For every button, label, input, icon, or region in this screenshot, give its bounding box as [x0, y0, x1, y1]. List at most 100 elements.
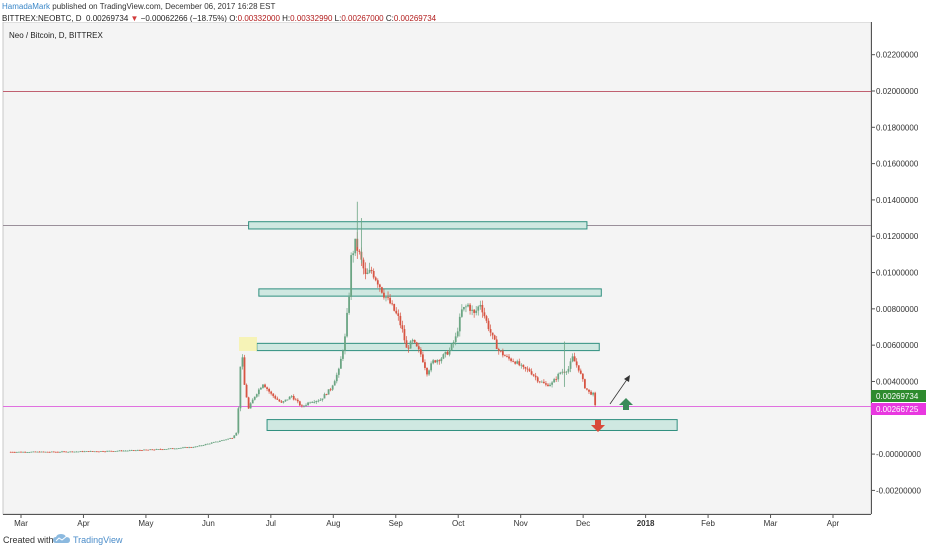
candle-body — [249, 403, 252, 409]
candle-body — [114, 451, 117, 452]
candle-body — [530, 371, 533, 375]
candle-body — [57, 451, 59, 453]
candle-body — [567, 368, 570, 372]
candle-body — [452, 342, 455, 345]
candle-body — [52, 451, 55, 453]
candle-body — [268, 389, 271, 392]
candle-body — [65, 451, 68, 453]
candle-body — [233, 435, 236, 439]
candle-body — [216, 441, 219, 443]
candle-body — [307, 402, 309, 405]
close-label: C: — [385, 14, 394, 23]
trend-arrow-line — [609, 377, 629, 405]
candle-body — [227, 438, 230, 440]
candle-body — [588, 389, 590, 392]
candle-body — [50, 451, 53, 453]
candle-body — [32, 451, 35, 453]
candle-body — [376, 280, 379, 285]
candle-body — [208, 443, 211, 445]
candle-body — [473, 309, 476, 313]
published-text: published on TradingView.com, December 0… — [52, 2, 276, 11]
candle-body — [411, 339, 414, 342]
candle-body — [430, 363, 433, 371]
candle-body — [311, 402, 314, 403]
candle-body — [399, 315, 402, 326]
candle-body — [471, 309, 474, 311]
candle-body — [184, 447, 186, 449]
candle-body — [444, 351, 447, 355]
x-tick-label: Dec — [576, 519, 590, 528]
candle-body — [288, 396, 291, 400]
candle-body — [22, 451, 24, 453]
candle-body — [389, 297, 391, 304]
candle-body — [421, 354, 424, 363]
candle-body — [370, 269, 373, 272]
candle-body — [210, 442, 213, 444]
candle-body — [237, 408, 240, 433]
candle-body — [331, 385, 334, 390]
open-value: 0.00332000 — [237, 14, 280, 23]
candle-body — [456, 331, 459, 337]
candle-body — [40, 451, 43, 453]
candle-body — [278, 399, 281, 402]
support-resistance-zones — [248, 221, 678, 431]
down-arrow-icon: ▼ — [130, 14, 139, 23]
candle-body — [454, 336, 457, 343]
candle-body — [124, 450, 127, 452]
author-link[interactable]: HamadaMark — [2, 2, 51, 11]
candle-body — [30, 451, 33, 453]
candle-body — [20, 451, 22, 453]
candle-body — [120, 450, 123, 452]
candle-body — [561, 371, 564, 373]
candle-body — [540, 381, 543, 383]
x-tick-label: Oct — [452, 519, 465, 528]
candle-body — [169, 448, 172, 450]
candle-body — [44, 451, 47, 453]
candle-body — [83, 451, 86, 453]
candle-body — [374, 277, 377, 281]
tradingview-brand[interactable]: TradingView — [73, 535, 123, 545]
x-tick-label: Apr — [77, 519, 90, 528]
candle-body — [102, 451, 104, 452]
candle-body — [175, 448, 178, 450]
candle-body — [553, 379, 556, 383]
close-value: 0.00269734 — [393, 14, 437, 23]
candle-body — [415, 342, 418, 347]
candle-body — [204, 444, 207, 446]
candle-body — [497, 348, 500, 351]
candle-body — [397, 313, 400, 316]
candle-body — [501, 351, 504, 356]
candle-body — [159, 449, 162, 450]
y-tick-label: 0.01200000 — [876, 232, 919, 241]
candle-body — [104, 451, 106, 453]
candle-body — [579, 370, 582, 374]
x-tick-label: Jul — [266, 519, 276, 528]
candle-body — [266, 387, 268, 390]
candle-body — [130, 450, 133, 451]
candle-body — [401, 325, 404, 330]
candle-body — [393, 304, 396, 311]
candle-body — [145, 449, 147, 451]
candle-body — [479, 304, 482, 307]
candle-body — [71, 451, 74, 453]
candle-body — [155, 449, 158, 450]
symbol-label: BITTREX:NEOBTC, D — [2, 14, 82, 23]
x-tick-label: Mar — [764, 519, 778, 528]
candlestick-series — [9, 201, 597, 453]
candle-body — [274, 396, 277, 399]
candle-body — [329, 389, 332, 391]
candle-body — [409, 341, 412, 349]
candle-body — [557, 373, 560, 380]
price-chart[interactable]: Neo / Bitcoin, D, BITTREX 0.022000000.02… — [0, 22, 932, 528]
candle-body — [442, 354, 445, 359]
candle-body — [493, 335, 496, 340]
candle-body — [514, 361, 517, 364]
candle-body — [460, 309, 463, 317]
candle-body — [450, 344, 453, 351]
candle-body — [467, 304, 469, 307]
candle-body — [403, 329, 406, 341]
candle-body — [512, 360, 515, 362]
candle-body — [571, 356, 574, 362]
candle-body — [366, 272, 369, 274]
candle-body — [180, 447, 182, 449]
